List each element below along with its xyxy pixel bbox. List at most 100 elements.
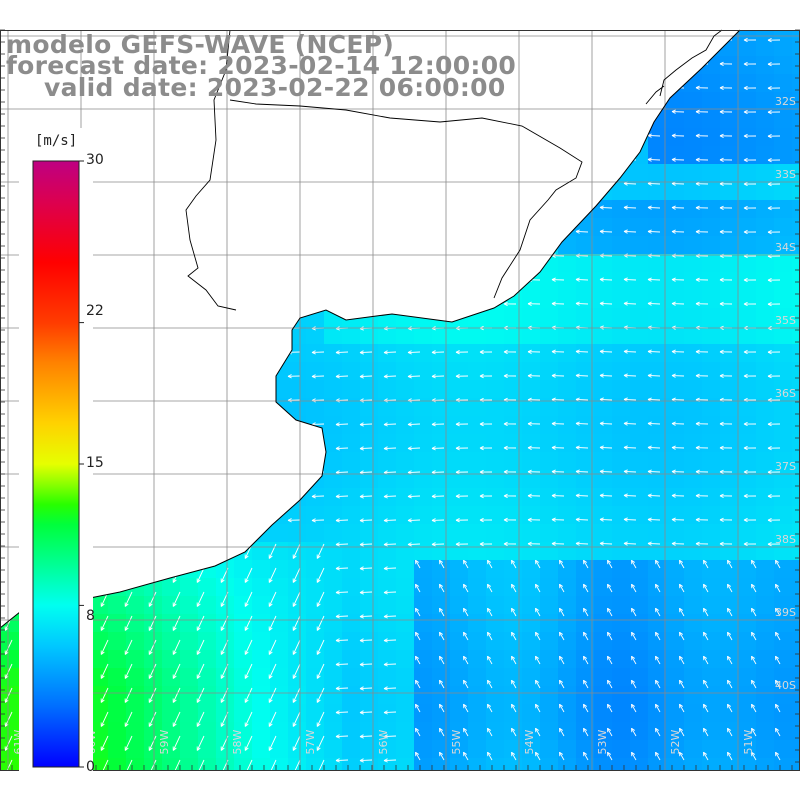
wind-speed-cell <box>558 488 577 507</box>
wind-speed-cell <box>414 488 433 507</box>
wind-speed-cell <box>414 326 433 345</box>
wind-arrow <box>703 655 709 665</box>
wind-speed-cell <box>522 578 541 597</box>
wind-speed-cell <box>414 542 433 561</box>
wind-speed-cell <box>648 308 667 327</box>
wind-speed-cell <box>666 380 685 399</box>
wind-speed-cell <box>288 398 307 417</box>
wind-speed-cell <box>576 686 595 705</box>
wind-arrow <box>703 583 709 593</box>
wind-speed-cell <box>360 740 379 759</box>
wind-speed-cell <box>540 614 559 633</box>
wind-arrow <box>559 559 565 569</box>
wind-arrow <box>359 542 373 547</box>
wind-arrow <box>124 711 133 727</box>
wind-arrow <box>335 686 349 691</box>
wind-speed-cell <box>360 650 379 669</box>
wind-arrow <box>575 469 589 474</box>
wind-speed-cell <box>576 704 595 723</box>
wind-arrow <box>172 591 181 607</box>
wind-arrow <box>767 349 781 355</box>
wind-arrow <box>503 445 517 451</box>
wind-speed-cell <box>504 398 523 417</box>
wind-arrow <box>172 615 181 631</box>
wind-speed-cell <box>468 740 487 759</box>
wind-speed-cell <box>576 416 595 435</box>
wind-speed-cell <box>792 560 800 579</box>
wind-speed-cell <box>792 272 800 291</box>
wind-arrow <box>679 631 685 641</box>
wind-speed-cell <box>792 506 800 525</box>
wind-arrow <box>719 349 733 355</box>
wind-arrow <box>383 422 397 427</box>
wind-arrow <box>292 543 301 559</box>
wind-arrow <box>631 703 637 713</box>
wind-speed-cell <box>306 758 325 770</box>
wind-speed-cell <box>666 164 685 183</box>
wind-speed-cell <box>702 164 721 183</box>
wind-speed-cell <box>792 38 800 57</box>
wind-speed-cell <box>486 362 505 381</box>
wind-speed-cell <box>540 344 559 363</box>
wind-arrow <box>527 301 541 306</box>
wind-speed-cell <box>756 326 775 345</box>
wind-speed-cell <box>306 326 325 345</box>
wind-arrow <box>647 517 661 522</box>
wind-speed-cell <box>540 704 559 723</box>
wind-arrow <box>335 518 349 523</box>
wind-arrow <box>479 349 493 355</box>
wind-arrow <box>359 590 373 595</box>
wind-arrow <box>316 759 325 770</box>
wind-speed-cell <box>180 668 199 687</box>
wind-arrow <box>767 85 781 91</box>
wind-arrow <box>292 687 301 703</box>
wind-arrow <box>775 703 781 713</box>
wind-speed-cell <box>414 722 433 741</box>
wind-speed-cell <box>792 722 800 741</box>
wind-arrow <box>695 229 709 234</box>
wind-arrow <box>439 607 445 617</box>
wind-speed-cell <box>540 506 559 525</box>
wind-speed-cell <box>162 578 181 597</box>
wind-speed-cell <box>324 398 343 417</box>
wind-speed-cell <box>594 380 613 399</box>
wind-arrow <box>527 349 541 354</box>
wind-arrow <box>335 494 349 499</box>
wind-arrow <box>743 349 757 355</box>
wind-arrow <box>695 493 709 498</box>
wind-speed-cell <box>378 470 397 489</box>
wind-arrow <box>631 631 637 641</box>
wind-speed-cell <box>522 686 541 705</box>
wind-speed-cell <box>414 596 433 615</box>
wind-arrow <box>244 615 253 631</box>
wind-arrow <box>743 229 757 235</box>
wind-speed-cell <box>342 704 361 723</box>
wind-arrow <box>431 494 445 499</box>
wind-arrow <box>743 493 757 499</box>
wind-speed-cell <box>540 632 559 651</box>
wind-arrow <box>719 445 733 451</box>
wind-arrow <box>383 614 397 619</box>
wind-arrow <box>383 662 397 667</box>
wind-arrow <box>287 374 301 379</box>
wind-speed-cell <box>180 722 199 741</box>
wind-speed-cell <box>648 596 667 615</box>
wind-speed-cell <box>558 668 577 687</box>
wind-speed-cell <box>360 434 379 453</box>
wind-speed-cell <box>342 452 361 471</box>
wind-speed-cell <box>180 740 199 759</box>
wind-speed-cell <box>558 524 577 543</box>
wind-speed-cell <box>720 272 739 291</box>
wind-arrow <box>695 373 709 378</box>
wind-speed-cell <box>612 488 631 507</box>
wind-speed-cell <box>324 704 343 723</box>
wind-speed-cell <box>162 650 181 669</box>
wind-arrow <box>655 655 661 665</box>
wind-arrow <box>583 559 589 569</box>
wind-arrow <box>455 350 469 355</box>
wind-speed-cell <box>432 452 451 471</box>
wind-speed-cell <box>342 470 361 489</box>
wind-arrow <box>148 615 157 631</box>
wind-speed-cell <box>684 488 703 507</box>
